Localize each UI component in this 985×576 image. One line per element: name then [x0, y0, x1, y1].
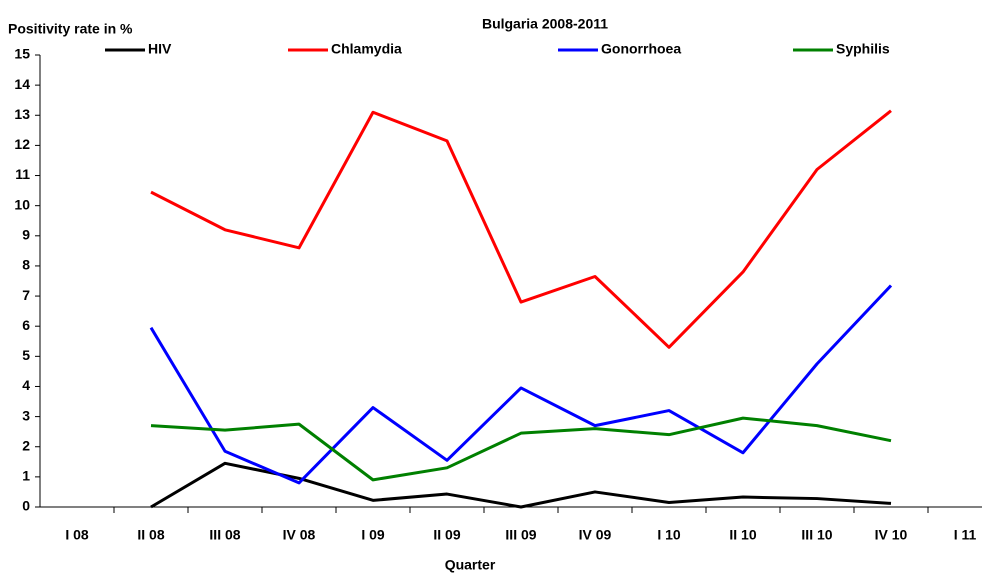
- y-tick-label: 5: [22, 347, 30, 363]
- x-tick-label: II 08: [137, 527, 164, 543]
- legend-label: Gonorrhoea: [601, 41, 681, 57]
- y-tick-label: 10: [14, 196, 30, 212]
- x-tick-label: III 10: [801, 527, 832, 543]
- x-tick-label: IV 10: [875, 527, 908, 543]
- series-line: [150, 109, 892, 349]
- x-tick-label: I 08: [65, 527, 89, 543]
- x-tick-label: IV 08: [283, 527, 316, 543]
- y-tick-label: 12: [14, 136, 30, 152]
- x-tick-label: III 09: [505, 527, 536, 543]
- x-tick-label: I 09: [361, 527, 385, 543]
- x-tick-label: II 09: [433, 527, 460, 543]
- y-tick-label: 8: [22, 257, 30, 273]
- chart-title: Bulgaria 2008-2011: [482, 16, 608, 32]
- x-tick-label: III 08: [209, 527, 240, 543]
- y-tick-label: 6: [22, 317, 30, 333]
- y-tick-label: 14: [14, 76, 30, 92]
- y-tick-label: 1: [22, 468, 30, 484]
- y-tick-label: 0: [22, 498, 30, 514]
- x-axis-title: Quarter: [445, 557, 496, 573]
- y-axis-title: Positivity rate in %: [8, 21, 133, 37]
- y-tick-label: 11: [15, 166, 30, 182]
- x-tick-label: IV 09: [579, 527, 612, 543]
- y-tick-label: 2: [22, 437, 30, 453]
- legend-label: Chlamydia: [331, 41, 402, 57]
- y-tick-label: 13: [14, 106, 30, 122]
- y-tick-label: 3: [22, 407, 30, 423]
- x-tick-label: I 10: [657, 527, 681, 543]
- y-tick-label: 15: [14, 46, 30, 62]
- series-line: [150, 416, 892, 482]
- legend-label: Syphilis: [836, 41, 890, 57]
- x-tick-label: I 11: [954, 527, 977, 543]
- series-line: [149, 284, 893, 485]
- series-line: [150, 461, 892, 509]
- x-tick-label: II 10: [729, 527, 756, 543]
- legend-label: HIV: [148, 41, 172, 57]
- y-tick-label: 7: [22, 287, 30, 303]
- y-tick-label: 9: [22, 227, 30, 243]
- y-tick-label: 4: [22, 377, 30, 393]
